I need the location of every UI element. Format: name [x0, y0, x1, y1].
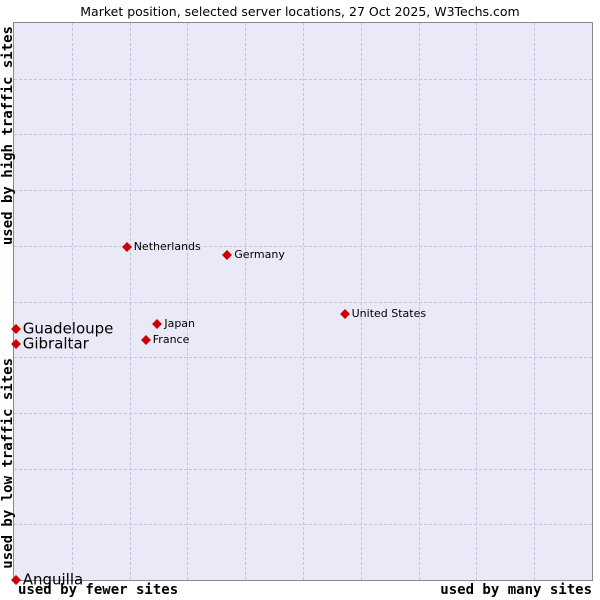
- data-point-marker: [222, 250, 233, 261]
- data-point-marker: [152, 318, 163, 329]
- data-point-marker: [10, 323, 21, 334]
- plot-area: Netherlands Germany United States Japan Fran…: [10, 22, 593, 589]
- data-point-label: Anguilla: [22, 570, 84, 589]
- grid-line-horizontal: [14, 468, 592, 470]
- grid-line-vertical: [418, 23, 420, 580]
- x-axis-label-fewer-sites: used by fewer sites: [18, 582, 179, 598]
- data-point-label: Germany: [234, 248, 285, 262]
- data-point-marker: [140, 334, 151, 345]
- grid-line-horizontal: [14, 301, 592, 303]
- grid-line-horizontal: [14, 357, 592, 359]
- data-point-label: United States: [351, 306, 427, 320]
- grid-line-vertical: [476, 23, 478, 580]
- grid-line-vertical: [360, 23, 362, 580]
- data-point-label: Gibraltar: [22, 334, 89, 353]
- data-point-label: Japan: [164, 317, 196, 331]
- y-axis-label-high-traffic: used by high traffic sites: [0, 26, 16, 246]
- chart-title: Market position, selected server locatio…: [80, 4, 520, 19]
- grid-line-vertical: [534, 23, 536, 580]
- data-point-marker: [339, 308, 350, 319]
- data-point-label: Guadeloupe: [22, 319, 114, 338]
- x-axis-label-many-sites: used by many sites: [440, 582, 592, 598]
- data-point-label: Netherlands: [133, 240, 201, 254]
- data-point-marker: [10, 338, 21, 349]
- grid-line-horizontal: [14, 524, 592, 526]
- grid-line-horizontal: [14, 412, 592, 414]
- data-point-label: France: [152, 333, 190, 347]
- y-axis-label-low-traffic: used by low traffic sites: [0, 358, 16, 569]
